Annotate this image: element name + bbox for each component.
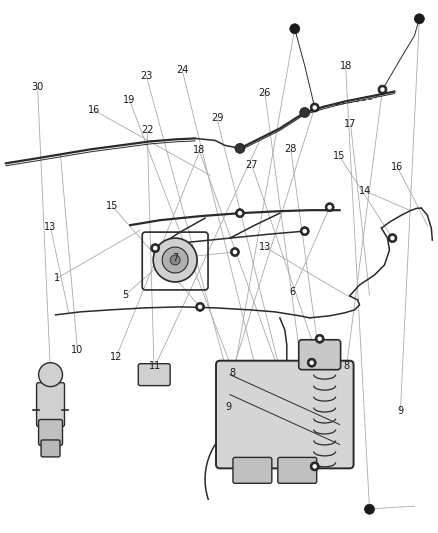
FancyBboxPatch shape xyxy=(278,457,317,483)
Text: 15: 15 xyxy=(106,201,119,211)
Text: 28: 28 xyxy=(285,144,297,155)
Circle shape xyxy=(198,305,202,309)
Circle shape xyxy=(310,462,319,471)
FancyBboxPatch shape xyxy=(39,419,63,446)
Text: 15: 15 xyxy=(333,151,346,161)
Circle shape xyxy=(325,203,334,212)
Text: 14: 14 xyxy=(360,186,372,196)
Circle shape xyxy=(233,250,237,254)
Text: 9: 9 xyxy=(225,401,231,411)
Text: 1: 1 xyxy=(54,273,60,283)
Circle shape xyxy=(414,14,424,24)
Text: 23: 23 xyxy=(140,70,152,80)
Circle shape xyxy=(300,227,309,236)
Text: 18: 18 xyxy=(193,146,205,155)
Text: 24: 24 xyxy=(176,64,188,75)
Text: 26: 26 xyxy=(259,87,271,98)
Circle shape xyxy=(312,105,317,110)
Text: 30: 30 xyxy=(32,82,44,92)
Text: 27: 27 xyxy=(246,160,258,171)
Circle shape xyxy=(307,358,316,367)
Circle shape xyxy=(303,229,307,233)
Circle shape xyxy=(328,205,332,209)
Text: 17: 17 xyxy=(344,119,357,130)
Text: 12: 12 xyxy=(110,352,123,362)
Text: 9: 9 xyxy=(397,406,403,416)
Circle shape xyxy=(390,236,395,240)
Text: 13: 13 xyxy=(44,222,57,232)
Text: 6: 6 xyxy=(290,287,296,297)
Circle shape xyxy=(39,362,63,386)
Circle shape xyxy=(162,247,188,273)
Circle shape xyxy=(196,302,205,311)
Text: 16: 16 xyxy=(391,163,403,172)
FancyBboxPatch shape xyxy=(138,364,170,385)
Circle shape xyxy=(300,108,310,117)
Text: 8: 8 xyxy=(229,368,235,378)
Circle shape xyxy=(230,247,240,256)
Circle shape xyxy=(388,233,397,243)
FancyBboxPatch shape xyxy=(41,440,60,457)
Circle shape xyxy=(170,255,180,265)
Circle shape xyxy=(238,211,242,215)
Text: 19: 19 xyxy=(123,94,135,104)
Text: 16: 16 xyxy=(88,106,101,116)
Circle shape xyxy=(151,244,160,253)
Text: 10: 10 xyxy=(71,345,84,355)
Circle shape xyxy=(318,336,322,341)
Circle shape xyxy=(235,143,245,154)
Text: 11: 11 xyxy=(149,361,161,370)
Text: 29: 29 xyxy=(211,114,223,124)
Circle shape xyxy=(378,85,387,94)
Text: 22: 22 xyxy=(141,125,153,135)
Circle shape xyxy=(380,87,385,92)
Circle shape xyxy=(290,24,300,34)
Circle shape xyxy=(153,238,197,282)
Circle shape xyxy=(364,504,374,514)
Circle shape xyxy=(315,334,324,343)
Text: 8: 8 xyxy=(343,361,350,370)
Text: 5: 5 xyxy=(122,290,128,300)
Circle shape xyxy=(310,360,314,365)
FancyBboxPatch shape xyxy=(233,457,272,483)
Circle shape xyxy=(310,103,319,112)
FancyBboxPatch shape xyxy=(37,383,64,426)
FancyBboxPatch shape xyxy=(299,340,341,370)
Text: 7: 7 xyxy=(172,253,178,263)
Circle shape xyxy=(312,464,317,469)
Circle shape xyxy=(236,209,244,217)
Circle shape xyxy=(153,246,157,251)
Text: 13: 13 xyxy=(259,242,271,252)
FancyBboxPatch shape xyxy=(216,361,353,469)
Text: 18: 18 xyxy=(339,61,352,71)
